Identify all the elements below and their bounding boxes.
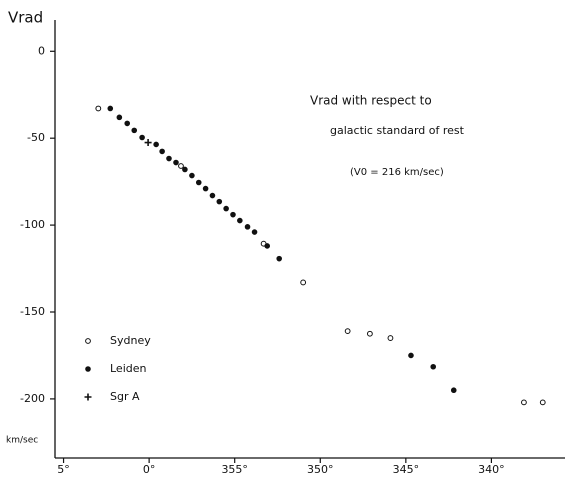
legend-marker <box>85 366 91 372</box>
y-axis-unit: km/sec <box>6 436 38 446</box>
legend-label: Sydney <box>110 334 151 347</box>
point <box>244 224 251 230</box>
point <box>153 141 159 148</box>
x-tick-label: 0° <box>143 463 156 476</box>
y-axis-label: Vrad <box>8 9 43 27</box>
point <box>182 166 188 173</box>
point <box>95 105 102 112</box>
legend-marker <box>85 338 91 344</box>
y-tick-label: -100 <box>20 218 45 231</box>
point <box>216 198 223 205</box>
point <box>387 335 394 341</box>
point <box>366 330 373 337</box>
x-tick-label: 5° <box>57 463 70 476</box>
point <box>539 399 546 406</box>
point <box>264 243 271 249</box>
point <box>251 229 258 235</box>
point <box>344 328 351 335</box>
annotation: (V0 = 216 km/sec) <box>350 167 444 178</box>
legend-label: Sgr A <box>110 390 140 403</box>
x-tick-label: 350° <box>307 463 334 476</box>
point <box>159 148 165 155</box>
point <box>131 127 138 134</box>
point <box>173 159 179 166</box>
point <box>166 155 172 162</box>
y-tick-label: 0 <box>38 44 45 57</box>
y-tick-label: -150 <box>20 305 45 318</box>
x-tick-label: 340° <box>478 463 505 476</box>
point <box>300 279 307 286</box>
point <box>430 363 437 370</box>
point <box>450 387 457 394</box>
point <box>276 255 282 262</box>
legend-label: Leiden <box>110 362 147 375</box>
legend-marker <box>84 393 92 401</box>
point <box>139 134 145 141</box>
point <box>237 217 243 224</box>
point <box>107 105 114 112</box>
point <box>195 179 202 186</box>
y-tick-label: -200 <box>20 392 45 405</box>
point <box>178 163 184 169</box>
point <box>408 352 414 359</box>
point <box>116 114 123 121</box>
x-tick-label: 345° <box>393 463 420 476</box>
point <box>223 205 229 212</box>
annotation: Vrad with respect to <box>310 94 432 108</box>
point <box>202 185 209 192</box>
point <box>521 399 527 406</box>
point <box>189 172 195 179</box>
point <box>230 211 236 218</box>
annotation: galactic standard of rest <box>330 124 465 137</box>
x-tick-label: 355° <box>221 463 248 476</box>
point <box>144 139 152 147</box>
point <box>209 192 216 199</box>
point <box>124 120 131 127</box>
y-tick-label: -50 <box>27 131 45 144</box>
